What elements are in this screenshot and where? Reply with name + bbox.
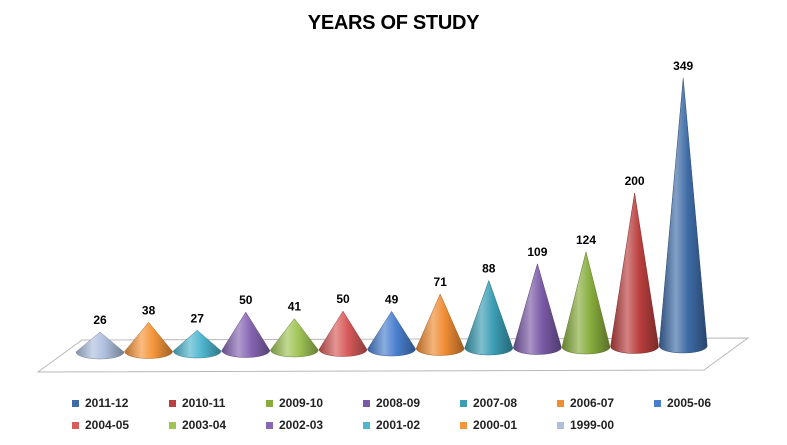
legend-item-2011-12: 2011-12 — [72, 396, 169, 410]
cone-1999-00 — [75, 331, 125, 360]
legend-swatch — [169, 421, 176, 429]
legend-swatch — [654, 399, 661, 407]
cone-2009-10 — [561, 251, 611, 355]
cone-2011-12 — [658, 77, 708, 354]
data-label-2007-08: 88 — [482, 261, 496, 275]
legend-label: 2001-02 — [376, 418, 421, 432]
legend-swatch — [460, 421, 467, 429]
cone-2001-02 — [172, 329, 222, 359]
data-label-2011-12: 349 — [673, 59, 693, 73]
legend-label: 2004-05 — [85, 418, 130, 432]
data-label-2008-09: 109 — [527, 245, 547, 259]
legend-label: 2009-10 — [279, 396, 324, 410]
legend-label: 1999-00 — [570, 418, 615, 432]
legend-label: 2008-09 — [376, 396, 421, 410]
data-label-1999-00: 26 — [93, 313, 107, 327]
data-label-2003-04: 41 — [288, 300, 302, 314]
legend-item-2003-04: 2003-04 — [169, 418, 266, 432]
legend-swatch — [557, 421, 564, 429]
cone-2007-08 — [464, 279, 514, 356]
cone-2002-03 — [221, 311, 271, 358]
legend-item-2008-09: 2008-09 — [363, 396, 460, 410]
legend-swatch — [72, 421, 79, 429]
data-label-2002-03: 50 — [239, 293, 253, 307]
legend-row: 2011-12 2010-11 2009-10 2008-09 2007-08 2006-… — [72, 392, 772, 414]
data-label-2001-02: 27 — [191, 311, 205, 325]
cone-2006-07 — [415, 293, 465, 356]
legend-item-1999-00: 1999-00 — [557, 418, 654, 432]
legend-item-2009-10: 2009-10 — [266, 396, 363, 410]
chart-title: YEARS OF STUDY — [307, 12, 480, 34]
legend-item-2007-08: 2007-08 — [460, 396, 557, 410]
data-label-2010-11: 200 — [625, 174, 645, 188]
legend-item-2001-02: 2001-02 — [363, 418, 460, 432]
data-label-2000-01: 38 — [142, 303, 156, 317]
data-label-2009-10: 124 — [576, 233, 596, 247]
legend-item-2004-05: 2004-05 — [72, 418, 169, 432]
legend-label: 2010-11 — [182, 396, 226, 410]
legend-swatch — [72, 399, 79, 407]
legend-row: 2004-05 2003-04 2002-03 2001-02 2000-01 1999-… — [72, 414, 772, 436]
cone-2004-05 — [318, 310, 368, 357]
legend-item-2006-07: 2006-07 — [557, 396, 654, 410]
legend: 2011-12 2010-11 2009-10 2008-09 2007-08 2006-… — [72, 392, 772, 436]
legend-swatch — [266, 421, 273, 429]
cone-2010-11 — [610, 192, 659, 354]
legend-label: 2000-01 — [473, 418, 518, 432]
cone-2003-04 — [270, 318, 319, 358]
legend-swatch — [557, 399, 564, 407]
legend-label: 2006-07 — [570, 396, 615, 410]
legend-item-2005-06: 2005-06 — [654, 396, 751, 410]
legend-label: 2005-06 — [667, 396, 712, 410]
legend-swatch — [169, 399, 176, 407]
data-label-2004-05: 50 — [336, 292, 350, 306]
data-label-2005-06: 49 — [385, 292, 399, 306]
data-label-2006-07: 71 — [434, 275, 448, 289]
legend-label: 2011-12 — [85, 396, 129, 410]
legend-item-2010-11: 2010-11 — [169, 396, 266, 410]
legend-item-2002-03: 2002-03 — [266, 418, 363, 432]
cone-2005-06 — [367, 310, 416, 357]
legend-swatch — [363, 399, 370, 407]
cone-2000-01 — [124, 321, 173, 359]
legend-label: 2003-04 — [182, 418, 227, 432]
legend-swatch — [266, 399, 273, 407]
legend-item-2000-01: 2000-01 — [460, 418, 557, 432]
legend-label: 2002-03 — [279, 418, 324, 432]
legend-label: 2007-08 — [473, 396, 518, 410]
legend-swatch — [363, 421, 370, 429]
cone-2008-09 — [513, 262, 562, 355]
legend-swatch — [460, 399, 467, 407]
